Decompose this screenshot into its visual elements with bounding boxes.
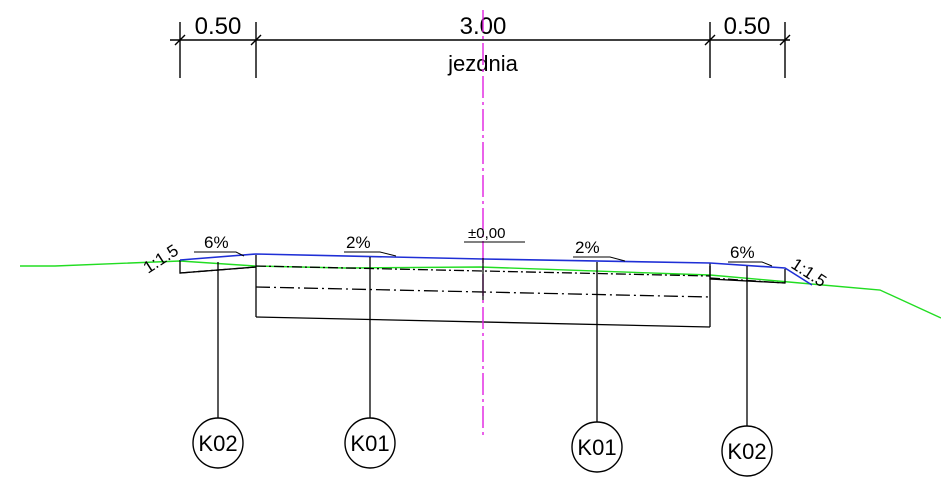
right-shoulder-width: 0.50: [724, 13, 771, 40]
right-lane-slope: 2%: [575, 238, 600, 257]
road-surface: [179, 253, 813, 286]
left-lane-slope: 2%: [346, 233, 371, 252]
layer-callout-label: K02: [727, 439, 766, 464]
left-shoulder-slope: 6%: [204, 233, 229, 252]
layer-callout-k01-right: K01: [571, 421, 623, 473]
layer-callout-leaders: [217, 257, 748, 426]
layer-callout-label: K02: [198, 431, 237, 456]
axis-elevation-label: ±0,00: [468, 225, 505, 242]
layer-callout-label: K01: [350, 431, 389, 456]
layer-callout-k02-right: K02: [721, 425, 773, 477]
dimension-chain: [170, 22, 791, 78]
left-bank-slope: 1:1.5: [140, 241, 182, 278]
layer-callout-k01-left: K01: [344, 417, 396, 469]
left-shoulder-width: 0.50: [195, 13, 242, 40]
layer-callout-label: K01: [577, 435, 616, 460]
terrain-line: [20, 260, 941, 319]
base-course-line: [255, 265, 711, 277]
layer-callout-k02-left: K02: [192, 417, 244, 469]
right-shoulder-slope: 6%: [730, 243, 755, 262]
